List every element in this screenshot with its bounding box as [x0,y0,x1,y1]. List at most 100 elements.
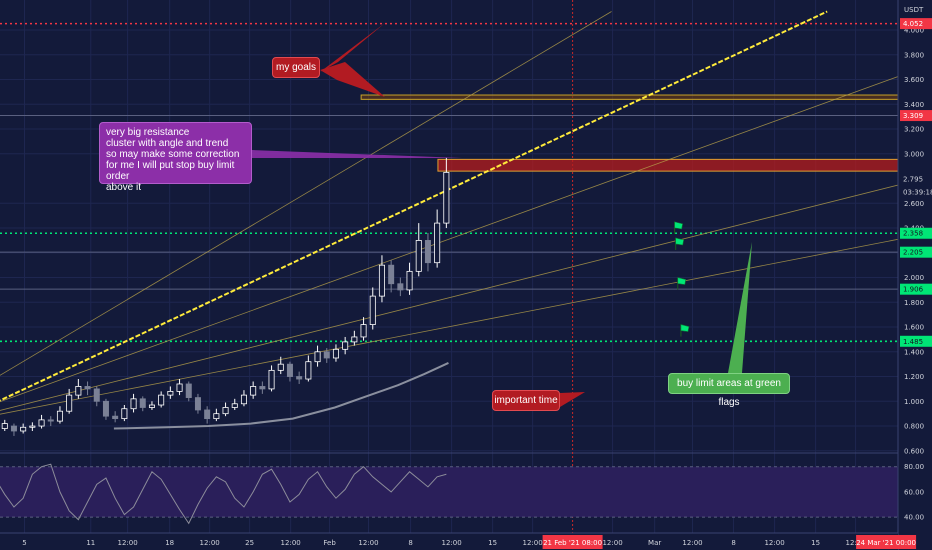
time-highlight-label: 24 Mar '21 00:00 [856,539,916,547]
time-tick-label: 25 [245,539,254,547]
price-tick-label: 2.000 [904,274,924,282]
price-tick-label: 1.400 [904,348,924,356]
candle-body [296,376,303,380]
candle-body [194,397,201,411]
important-time-callout[interactable]: important time [492,390,560,411]
candle-body [185,383,192,398]
trendline [0,10,828,402]
time-tick-label: 15 [811,539,820,547]
candle-body [231,403,238,408]
main-plot [0,10,898,436]
buy-limit-pointer [728,242,752,373]
price-axis-bg [898,0,932,550]
candle-body [434,222,441,264]
price-tag-label: 1.906 [903,286,924,294]
candle-body [388,264,395,285]
important-time-pointer [560,392,585,407]
oscillator-pane [0,463,447,525]
green-flag [680,324,690,332]
price-tag [900,18,932,30]
price-tick-label: 0.800 [904,423,924,431]
candle-body [323,351,330,359]
candle-body [29,425,36,428]
candle-body [75,386,82,396]
price-tag [900,227,932,239]
price-tick-label: 1.000 [904,398,924,406]
price-tick-label: 3.600 [904,76,924,84]
time-highlight-label: 21 Feb '21 08:00 [543,539,602,547]
oscillator-range [0,466,898,518]
trendline [0,238,898,415]
candle-body [351,336,358,343]
green-flag [677,277,687,285]
price-tag [900,283,932,295]
candle-body [148,404,155,408]
candle-body [342,341,349,350]
time-axis-bg [0,533,898,550]
candle-body [332,348,339,359]
time-tick-label: 12:00 [118,539,138,547]
price-tick-label: 0.600 [904,447,924,455]
oscillator-tick-label: 40.00 [904,514,924,522]
candle-body [66,394,73,412]
candle-body [93,388,100,402]
price-tag-label: 1.485 [903,338,923,346]
candle-body [1,423,8,429]
candle-body [397,283,404,291]
candle-body [47,419,54,422]
goals-callout[interactable]: my goals [272,57,320,78]
time-tick-label: 12:00 [200,539,220,547]
time-tick-label: 12:00 [281,539,301,547]
price-tick-label: 1.800 [904,299,924,307]
price-tag-label: 03:39:18 [903,189,932,197]
time-tick-label: 12:00 [682,539,702,547]
buy-limit-callout[interactable]: buy limit areas at green flags [668,373,790,408]
candle-body [102,400,109,417]
time-tick-label: 12:00 [602,539,622,547]
moving-average-line [113,362,449,430]
time-tick-label: Feb [323,539,336,547]
resistance-pointer [252,150,462,158]
goals-arrow-up [320,23,385,72]
time-highlight [856,535,917,549]
resistance-zone [437,158,898,172]
resistance-callout[interactable]: very big resistance cluster with angle a… [99,122,252,193]
price-tag [900,246,932,258]
time-highlight [542,535,603,549]
price-tag-label: 2.358 [903,230,923,238]
candle-body [406,270,413,291]
price-tick-label: 4.000 [904,27,924,35]
candle-body [286,363,293,377]
candle-body [112,415,119,420]
time-tick-label: Mar [648,539,661,547]
candle-body [204,409,211,420]
oscillator-line [0,463,447,525]
price-tag [900,186,932,198]
candle-body [250,386,257,396]
trendline [0,11,612,376]
candle-body [56,410,63,422]
oscillator-tick-label: 80.00 [904,463,924,471]
green-flag [674,221,683,230]
candle-body [240,394,247,405]
time-tick-label: 12:00 [845,539,865,547]
candle-body [369,295,376,325]
price-tick-label: 3.400 [904,101,924,109]
candle-body [167,390,174,396]
trendline [0,184,898,411]
candle-body [415,240,422,272]
candle-body [213,413,220,420]
green-flag [675,237,685,246]
price-tag-label: 4.052 [903,20,923,28]
price-tick-label: 2.600 [904,200,924,208]
oscillator-tick-label: 60.00 [904,488,924,496]
price-tag [900,110,932,122]
candle-body [38,419,45,427]
candle-body [277,363,284,371]
price-tag [900,335,932,347]
candle-body [443,171,450,224]
candle-body [314,351,321,363]
candle-body [424,240,431,264]
